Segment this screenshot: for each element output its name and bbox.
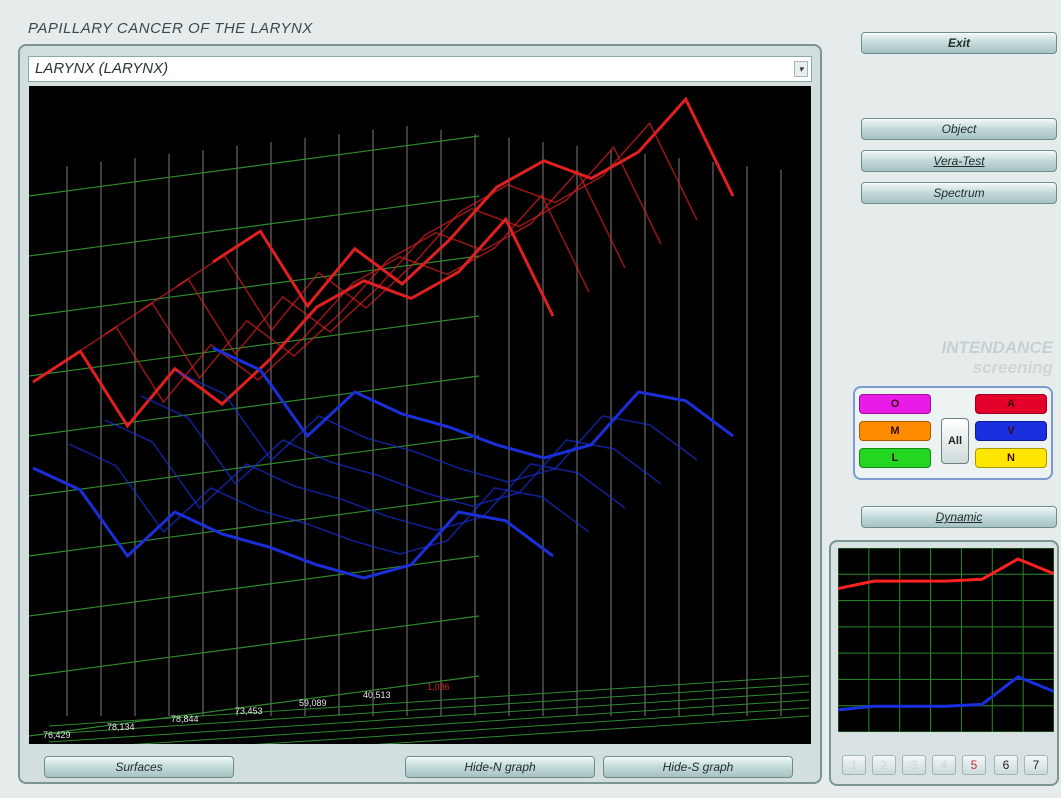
grid-line	[28, 675, 480, 737]
hide-n-graph-button[interactable]: Hide-N graph	[405, 756, 595, 778]
dynamic-label: Dynamic	[935, 510, 983, 524]
pager-step-4[interactable]: 4	[932, 755, 956, 775]
axis-value-label: 73,453	[235, 706, 263, 716]
pager-step-2[interactable]: 2	[872, 755, 896, 775]
grid-line	[28, 255, 480, 317]
pager-step-7[interactable]: 7	[1024, 755, 1048, 775]
object-button[interactable]: Object	[861, 118, 1057, 140]
series-line	[140, 145, 662, 356]
floor-grid-line	[48, 675, 810, 727]
grid-line	[28, 315, 480, 377]
legend-o-button[interactable]: O	[859, 394, 931, 414]
floor-grid-line	[48, 683, 810, 735]
legend-n-button[interactable]: N	[975, 448, 1047, 468]
brand-logo: INTENDANCE screening	[942, 338, 1053, 378]
axis-value-label: 59,089	[299, 698, 327, 708]
vera-test-label: Vera-Test	[933, 154, 985, 168]
series-line	[140, 395, 662, 507]
organ-select-value: LARYNX (LARYNX)	[35, 60, 169, 77]
floor-grid-line	[48, 699, 810, 751]
organ-select[interactable]: LARYNX (LARYNX) ▾	[28, 56, 812, 82]
grid-line	[28, 495, 480, 557]
series-line	[212, 346, 734, 460]
axis-value-label: 40,513	[363, 690, 391, 700]
dynamic-mini-chart-svg	[837, 547, 1055, 733]
spectrum-3d-chart-svg: 76,429 78,134 78,844 73,453 59,089 40,513 1,03…	[28, 96, 810, 767]
series-line	[212, 96, 735, 309]
page-title: PAPILLARY CANCER OF THE LARYNX	[28, 20, 313, 37]
dynamic-mini-chart	[837, 547, 1055, 733]
spectrum-3d-chart[interactable]: 76,429 78,134 78,844 73,453 59,089 40,513 1,03…	[28, 86, 811, 767]
legend-l-button[interactable]: L	[859, 448, 931, 468]
series-line	[68, 443, 590, 555]
brand-line1: INTENDANCE	[941, 338, 1053, 357]
legend-m-button[interactable]: M	[859, 421, 931, 441]
legend-a-button[interactable]: A	[975, 394, 1047, 414]
grid-line	[28, 195, 480, 257]
grid-line	[28, 615, 480, 677]
exit-button[interactable]: Exit	[861, 32, 1057, 54]
series-line	[176, 371, 698, 483]
legend-all-button[interactable]: All	[941, 418, 969, 464]
pager-step-1[interactable]: 1	[842, 755, 866, 775]
pager-step-6[interactable]: 6	[994, 755, 1018, 775]
grid-line	[28, 135, 480, 197]
vera-test-button[interactable]: Vera-Test	[861, 150, 1057, 172]
pager-step-3[interactable]: 3	[902, 755, 926, 775]
axis-value-label: 76,429	[43, 730, 71, 740]
mini-series-line	[837, 675, 1055, 712]
series-line	[104, 419, 626, 531]
series-line	[176, 121, 698, 332]
axis-value-label: 78,134	[107, 722, 135, 732]
mini-series-line	[837, 557, 1055, 590]
dropdown-arrow-icon[interactable]: ▾	[794, 61, 808, 77]
floor-grid-line	[48, 691, 810, 743]
axis-value-label: 78,844	[171, 714, 199, 724]
floor-grid-line	[48, 715, 810, 767]
axis-value-label: 1,036	[427, 682, 450, 692]
grid-line	[28, 375, 480, 437]
surfaces-button[interactable]: Surfaces	[44, 756, 234, 778]
hide-s-graph-button[interactable]: Hide-S graph	[603, 756, 793, 778]
dynamic-button[interactable]: Dynamic	[861, 506, 1057, 528]
spectrum-button[interactable]: Spectrum	[861, 182, 1057, 204]
legend-panel: O M L All A V N	[853, 386, 1053, 480]
brand-line2: screening	[972, 358, 1053, 377]
legend-v-button[interactable]: V	[975, 421, 1047, 441]
series-line	[104, 169, 626, 380]
series-line	[32, 466, 554, 580]
pager-step-5[interactable]: 5	[962, 755, 986, 775]
